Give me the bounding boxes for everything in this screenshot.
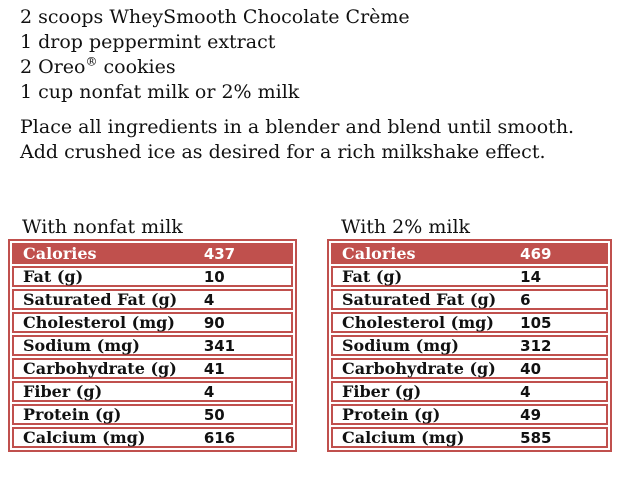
nutrient-value: 341	[203, 336, 236, 355]
nutrient-value: 49	[520, 405, 542, 424]
nutrient-value: 90	[203, 313, 225, 332]
table-title: With 2% milk	[341, 216, 471, 238]
table-header-row: Calories 437	[12, 243, 293, 264]
nutrient-label: Protein (g)	[342, 405, 441, 424]
ingredient-line: 1 cup nonfat milk or 2% milk	[20, 81, 300, 103]
nutrition-column-nonfat: With nonfat milk Calories 437 Fat (g) 10…	[8, 216, 297, 452]
table-title: With nonfat milk	[22, 216, 183, 238]
ingredient-line: 1 drop peppermint extract	[20, 31, 276, 53]
table-row: Cholesterol (mg) 105	[331, 312, 608, 333]
nutrient-value: 50	[203, 405, 225, 424]
nutrient-label: Saturated Fat (g)	[23, 290, 178, 309]
ingredient-line-text: 2 Oreo	[20, 56, 86, 78]
nutrient-value: 312	[520, 336, 552, 355]
table-row: Carbohydrate (g) 41	[12, 358, 293, 379]
table-row: Sodium (mg) 341	[12, 335, 293, 356]
nutrient-label: Carbohydrate (g)	[23, 359, 177, 378]
nutrient-value: 469	[520, 244, 552, 263]
instructions: Place all ingredients in a blender and b…	[20, 115, 574, 165]
table-row: Protein (g) 49	[331, 404, 608, 425]
registered-trademark-symbol: ®	[85, 54, 98, 69]
nutrient-label: Cholesterol (mg)	[342, 313, 494, 332]
nutrient-value: 437	[203, 244, 236, 263]
nutrient-label: Calcium (mg)	[23, 428, 146, 447]
ingredient-line-text: cookies	[97, 56, 176, 78]
ingredient-line: 2 scoops WheySmooth Chocolate Crème	[20, 6, 410, 28]
table-row: Fiber (g) 4	[12, 381, 293, 402]
nutrient-value: 6	[520, 290, 531, 309]
nutrition-table-nonfat: Calories 437 Fat (g) 10 Saturated Fat (g…	[8, 239, 297, 452]
table-row: Protein (g) 50	[12, 404, 293, 425]
nutrition-column-2pct: With 2% milk Calories 469 Fat (g) 14 Sat…	[327, 216, 612, 452]
nutrient-label: Calories	[23, 244, 97, 263]
nutrient-value: 585	[520, 428, 552, 447]
ingredient-line: 2 Oreo® cookies	[20, 55, 410, 80]
nutrient-label: Cholesterol (mg)	[23, 313, 175, 332]
nutrient-label: Fiber (g)	[23, 382, 103, 401]
table-row: Saturated Fat (g) 6	[331, 289, 608, 310]
nutrient-label: Fiber (g)	[342, 382, 422, 401]
nutrient-value: 105	[520, 313, 552, 332]
nutrient-value: 40	[520, 359, 542, 378]
nutrient-value: 10	[203, 267, 225, 286]
nutrient-label: Calories	[342, 244, 416, 263]
table-row: Saturated Fat (g) 4	[12, 289, 293, 310]
nutrient-label: Sodium (mg)	[342, 336, 459, 355]
nutrient-value: 616	[203, 428, 236, 447]
instruction-line: Place all ingredients in a blender and b…	[20, 116, 575, 138]
nutrition-table-2pct: Calories 469 Fat (g) 14 Saturated Fat (g…	[327, 239, 612, 452]
table-row: Calcium (mg) 585	[331, 427, 608, 448]
table-row: Fat (g) 10	[12, 266, 293, 287]
nutrient-label: Fat (g)	[342, 267, 403, 286]
nutrient-label: Fat (g)	[23, 267, 84, 286]
nutrient-label: Protein (g)	[23, 405, 122, 424]
nutrient-value: 4	[203, 290, 215, 309]
nutrient-label: Calcium (mg)	[342, 428, 465, 447]
table-row: Carbohydrate (g) 40	[331, 358, 608, 379]
nutrient-label: Saturated Fat (g)	[342, 290, 497, 309]
nutrient-value: 14	[520, 267, 542, 286]
nutrient-value: 41	[203, 359, 225, 378]
instruction-line: Add crushed ice as desired for a rich mi…	[20, 141, 546, 163]
nutrition-tables: With nonfat milk Calories 437 Fat (g) 10…	[8, 216, 612, 452]
table-row: Cholesterol (mg) 90	[12, 312, 293, 333]
nutrient-value: 4	[203, 382, 215, 401]
nutrient-value: 4	[520, 382, 531, 401]
table-row: Calcium (mg) 616	[12, 427, 293, 448]
nutrient-label: Carbohydrate (g)	[342, 359, 496, 378]
table-row: Fiber (g) 4	[331, 381, 608, 402]
table-header-row: Calories 469	[331, 243, 608, 264]
ingredient-list: 2 scoops WheySmooth Chocolate Crème 1 dr…	[20, 5, 410, 105]
table-row: Fat (g) 14	[331, 266, 608, 287]
table-row: Sodium (mg) 312	[331, 335, 608, 356]
nutrient-label: Sodium (mg)	[23, 336, 140, 355]
